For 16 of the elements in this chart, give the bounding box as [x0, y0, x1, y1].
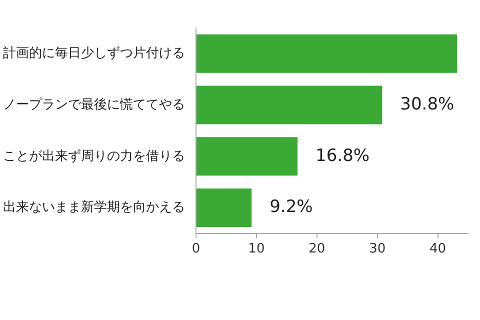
x-tick-label: 0	[192, 242, 200, 257]
x-tick-label: 30	[369, 242, 386, 257]
data-label: 16.8%	[316, 146, 370, 166]
x-tick-label: 40	[430, 242, 446, 257]
bar	[196, 34, 458, 73]
y-tick-label: 出来ないまま新学期を向かえる	[3, 200, 185, 216]
y-tick-label: ことが出来ず周りの力を借りる	[3, 148, 185, 164]
x-tick-label: 20	[308, 242, 326, 257]
x-tick-label: 10	[248, 242, 265, 257]
bar	[196, 86, 382, 124]
data-label: 30.8%	[400, 94, 454, 114]
bar	[196, 137, 298, 176]
data-label: 9.2%	[270, 197, 313, 218]
y-tick-label: 計画的に毎日少しずつ片付ける	[3, 46, 185, 62]
y-tick-label: ノープランで最後に慌ててやる	[3, 97, 185, 112]
bar	[196, 188, 252, 227]
